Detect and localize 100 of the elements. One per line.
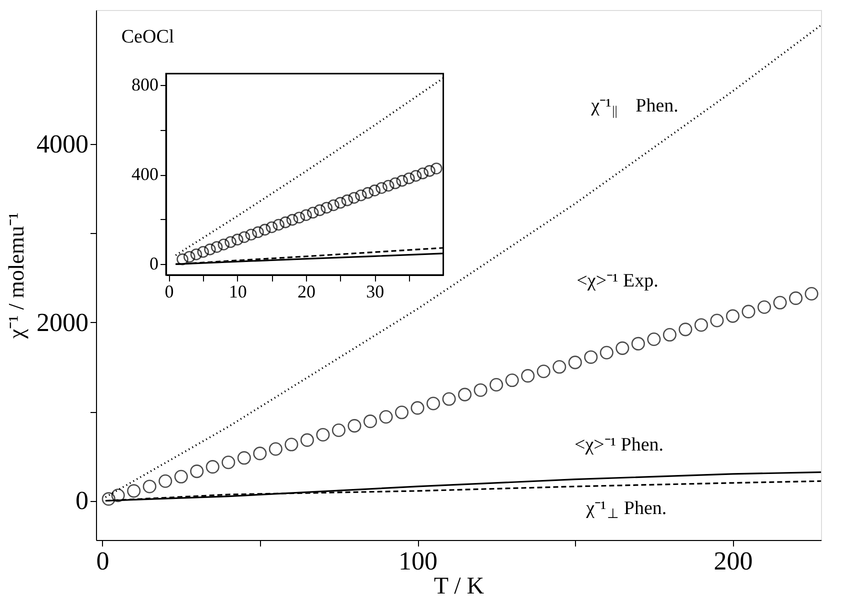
point — [174, 470, 188, 484]
point — [348, 192, 360, 204]
point — [389, 177, 402, 190]
point — [647, 332, 661, 346]
point — [362, 187, 374, 199]
point — [204, 244, 216, 256]
point — [757, 300, 772, 314]
point — [430, 162, 442, 174]
point — [190, 248, 202, 260]
point — [616, 341, 630, 355]
point — [678, 322, 692, 336]
point — [726, 309, 740, 323]
point — [328, 199, 340, 212]
x-axis-title: T / K — [434, 574, 485, 600]
point — [197, 246, 209, 258]
point — [536, 364, 550, 378]
point — [111, 488, 125, 502]
point — [222, 456, 236, 470]
point — [300, 433, 314, 447]
point — [268, 442, 282, 456]
point — [332, 423, 346, 438]
point — [742, 304, 756, 318]
point — [280, 216, 292, 228]
y-axis-title: χ⁻¹ / molemu⁻¹ — [4, 212, 28, 340]
point — [426, 396, 440, 410]
y-tick-label: 400 — [132, 164, 159, 184]
point — [245, 228, 258, 241]
y-tick-label: 2000 — [36, 308, 88, 337]
point — [206, 460, 220, 474]
point — [789, 291, 803, 305]
y-tick-label: 800 — [132, 74, 159, 94]
point — [158, 474, 172, 488]
point — [300, 209, 312, 221]
point — [396, 174, 408, 187]
x-tick-label: 0 — [164, 282, 174, 302]
point — [142, 480, 156, 494]
point — [442, 392, 456, 406]
annotation: χ⁻¹⊥ Phen. — [585, 498, 667, 521]
point — [394, 406, 409, 420]
x-tick-label: 200 — [714, 546, 753, 576]
point — [552, 360, 566, 374]
point — [314, 204, 326, 216]
point — [237, 451, 251, 465]
point — [272, 218, 284, 231]
point — [238, 231, 250, 243]
y-tick-label: 4000 — [36, 129, 88, 158]
point — [210, 241, 223, 253]
text: χ⁻¹|| Phen. — [591, 95, 678, 118]
point — [253, 446, 267, 460]
point — [316, 428, 330, 442]
point — [804, 286, 818, 300]
point — [631, 336, 645, 350]
point — [341, 194, 354, 206]
annotation: <χ>⁻¹ Exp. — [576, 270, 658, 292]
annotation: <χ>⁻¹ Phen. — [574, 434, 664, 456]
point — [521, 369, 535, 383]
point — [306, 206, 319, 219]
point — [424, 165, 436, 177]
point — [568, 356, 582, 370]
point — [348, 419, 362, 433]
point — [176, 253, 188, 266]
point — [183, 250, 196, 263]
point — [458, 388, 472, 402]
point — [102, 492, 116, 506]
point — [368, 184, 381, 196]
point — [355, 190, 367, 202]
point — [320, 202, 333, 214]
point — [474, 383, 488, 397]
point — [382, 180, 394, 192]
x-tick-label: 30 — [366, 282, 384, 302]
point — [410, 401, 424, 415]
point — [286, 214, 298, 226]
point — [334, 196, 346, 209]
point — [416, 168, 429, 180]
point — [363, 414, 378, 428]
point — [293, 212, 306, 224]
point — [190, 464, 204, 478]
point — [224, 236, 236, 248]
x-tick-label: 100 — [398, 546, 438, 576]
point — [710, 314, 724, 328]
point — [252, 226, 264, 238]
point — [584, 350, 598, 364]
x-tick-label: 20 — [298, 282, 316, 302]
point — [410, 170, 422, 182]
point — [662, 328, 676, 342]
point — [600, 346, 614, 360]
point — [379, 410, 393, 424]
point — [258, 224, 271, 236]
point — [232, 234, 244, 246]
y-tick-label: 0 — [150, 254, 159, 274]
x-tick-label: 10 — [228, 282, 247, 302]
point — [284, 438, 298, 452]
point — [403, 172, 415, 184]
point — [694, 318, 708, 332]
point — [266, 221, 278, 234]
point — [127, 484, 141, 498]
point — [490, 378, 504, 392]
point — [773, 296, 787, 310]
point — [218, 238, 230, 250]
y-tick-label: 0 — [76, 486, 88, 516]
